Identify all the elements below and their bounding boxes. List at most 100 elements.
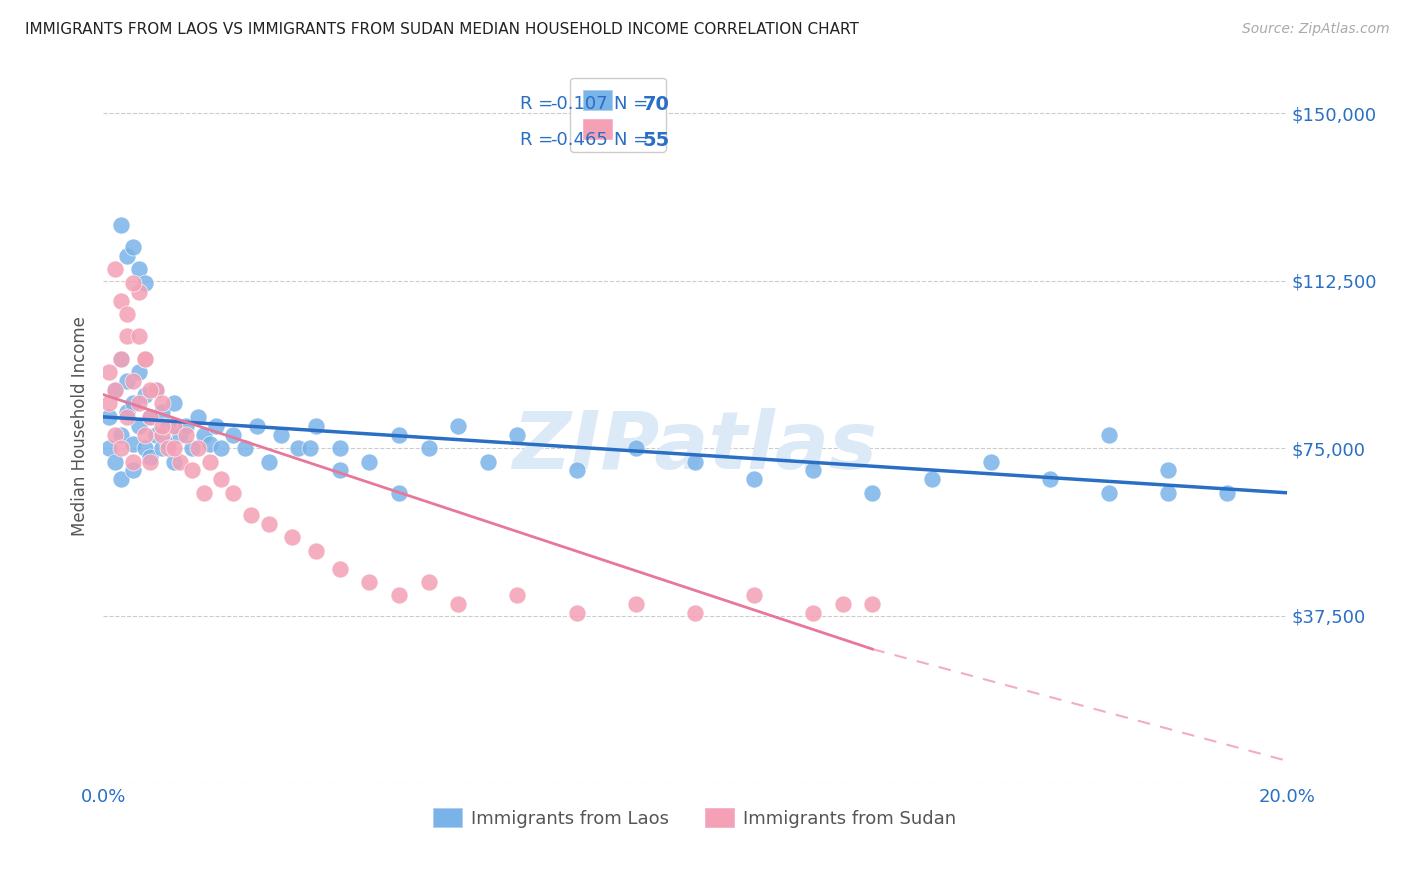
Point (150, 418, 173, 433)
Point (157, 441, 180, 455)
Point (204, 418, 226, 433)
Point (134, 441, 156, 455)
Point (128, 262, 150, 277)
Point (98, 441, 121, 455)
Point (801, 463, 824, 477)
Point (134, 276, 156, 290)
Point (222, 485, 245, 500)
Point (98, 365, 121, 379)
Point (110, 218, 132, 232)
Point (128, 418, 150, 433)
Point (121, 240, 143, 254)
Point (742, 589, 765, 603)
Point (121, 276, 143, 290)
Point (150, 427, 173, 442)
Point (388, 589, 411, 603)
Point (299, 441, 322, 455)
Point (624, 441, 647, 455)
Point (98, 396, 121, 410)
Text: N =: N = (614, 95, 654, 113)
Point (145, 383, 167, 397)
Point (565, 463, 588, 477)
Point (110, 441, 132, 455)
Point (742, 472, 765, 486)
Point (163, 418, 186, 433)
Point (174, 427, 197, 442)
Point (187, 441, 209, 455)
Point (150, 396, 173, 410)
Point (150, 405, 173, 419)
Point (211, 441, 233, 455)
Point (163, 441, 186, 455)
Point (506, 589, 529, 603)
Point (104, 383, 127, 397)
Point (921, 472, 943, 486)
Point (115, 374, 138, 388)
Point (157, 436, 180, 450)
Point (115, 249, 138, 263)
Point (121, 454, 143, 468)
Point (110, 351, 132, 366)
Point (134, 351, 156, 366)
Point (418, 441, 440, 455)
Point (860, 485, 883, 500)
Point (163, 396, 186, 410)
Point (180, 441, 202, 455)
Text: ZIPatlas: ZIPatlas (512, 409, 877, 486)
Point (115, 409, 138, 424)
Point (145, 427, 167, 442)
Point (174, 418, 197, 433)
Point (329, 463, 352, 477)
Point (1039, 472, 1062, 486)
Text: -0.107: -0.107 (551, 95, 609, 113)
Point (104, 427, 127, 442)
Point (104, 383, 127, 397)
Point (187, 409, 209, 424)
Point (980, 454, 1002, 468)
Point (139, 409, 162, 424)
Text: IMMIGRANTS FROM LAOS VS IMMIGRANTS FROM SUDAN MEDIAN HOUSEHOLD INCOME CORRELATIO: IMMIGRANTS FROM LAOS VS IMMIGRANTS FROM … (25, 22, 859, 37)
Point (1216, 485, 1239, 500)
Text: N =: N = (614, 131, 654, 149)
Point (270, 427, 292, 442)
Point (110, 293, 132, 308)
Point (110, 351, 132, 366)
Point (1098, 427, 1121, 442)
Point (193, 427, 215, 442)
Point (305, 544, 328, 558)
Point (121, 396, 143, 410)
Text: R =: R = (520, 95, 558, 113)
Y-axis label: Median Household Income: Median Household Income (72, 316, 89, 536)
Text: R =: R = (520, 131, 558, 149)
Point (831, 598, 853, 612)
Point (565, 607, 588, 621)
Point (169, 427, 191, 442)
Legend: Immigrants from Laos, Immigrants from Sudan: Immigrants from Laos, Immigrants from Su… (426, 800, 963, 835)
Point (121, 374, 143, 388)
Point (139, 409, 162, 424)
Point (447, 418, 470, 433)
Point (233, 441, 256, 455)
Point (211, 472, 233, 486)
Point (329, 441, 352, 455)
Point (257, 516, 280, 531)
Point (246, 418, 269, 433)
Point (193, 485, 215, 500)
Point (222, 427, 245, 442)
Point (1157, 485, 1180, 500)
Point (157, 418, 180, 433)
Point (281, 530, 304, 544)
Point (104, 262, 127, 277)
Text: 55: 55 (643, 131, 671, 151)
Point (121, 463, 143, 477)
Point (121, 436, 143, 450)
Point (198, 454, 221, 468)
Text: 70: 70 (643, 95, 669, 114)
Point (257, 454, 280, 468)
Point (860, 598, 883, 612)
Point (115, 405, 138, 419)
Point (134, 351, 156, 366)
Point (683, 454, 706, 468)
Text: -0.465: -0.465 (551, 131, 609, 149)
Point (240, 508, 263, 522)
